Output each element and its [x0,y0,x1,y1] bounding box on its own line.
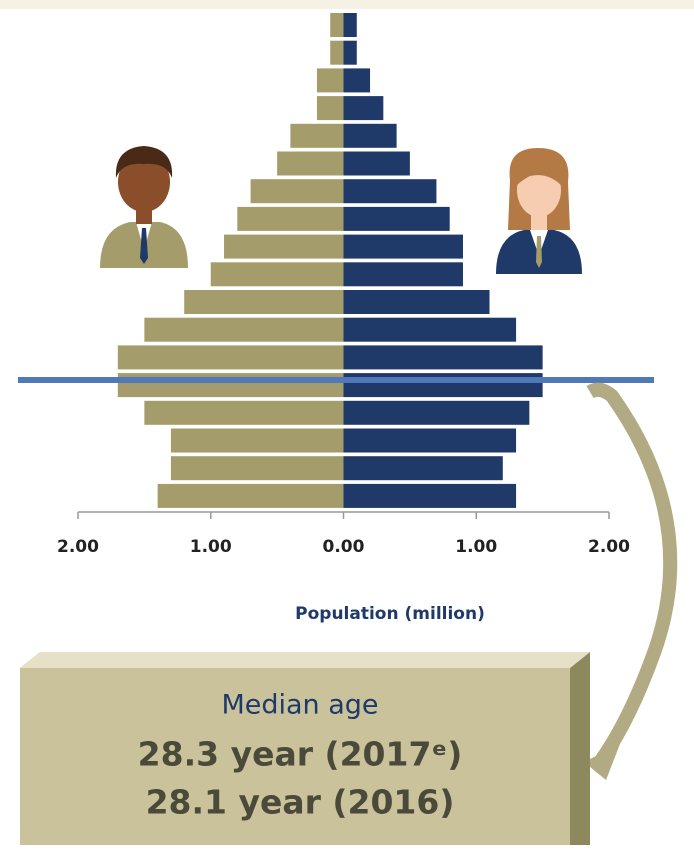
bar [343,400,530,425]
bar [170,456,344,481]
x-tick-label: 2.00 [57,537,99,557]
bar [117,345,344,370]
x-tick-label: 2.00 [588,537,630,557]
bar [316,96,344,121]
median-box [20,652,590,845]
bar [237,206,344,231]
bar [290,123,344,148]
bar [343,40,357,65]
arrow-head [584,744,620,780]
bar [343,317,517,342]
x-tick-label: 0.00 [323,537,365,557]
x-axis: 2.00 1.00 0.00 1.00 2.00 [57,511,630,557]
top-strip [0,0,694,9]
bar [343,456,503,481]
arrow [586,382,678,767]
annotation-line: 28.1 year (2016) [146,783,455,822]
bar [210,262,344,287]
bar [343,96,384,121]
bar [157,483,344,508]
bar [170,428,344,453]
bar [343,13,357,37]
female-icon [496,148,582,274]
bar [343,68,371,93]
annotation-title: Median age [221,690,378,721]
bar [184,290,344,314]
bar [343,345,543,370]
bar [330,13,344,37]
bar [343,373,543,398]
x-tick-label: 1.00 [190,537,232,557]
bar [343,262,463,287]
male-icon [100,146,188,268]
annotation-line: 28.3 year (2017ᵉ) [138,735,463,774]
bars [117,13,543,508]
bar [330,40,344,65]
bar [343,206,450,231]
bar [316,68,344,93]
bar [117,373,344,398]
bar [343,151,410,176]
bar [343,290,490,314]
bar [224,234,344,259]
bar [343,483,517,508]
bar [144,400,344,425]
x-axis-label: Population (million) [295,604,485,624]
bar [277,151,344,176]
bar [144,317,344,342]
bar [343,123,397,148]
bar [250,179,344,204]
bar [343,428,517,453]
bar [343,234,463,259]
bar [343,179,437,204]
x-tick-label: 1.00 [455,537,497,557]
